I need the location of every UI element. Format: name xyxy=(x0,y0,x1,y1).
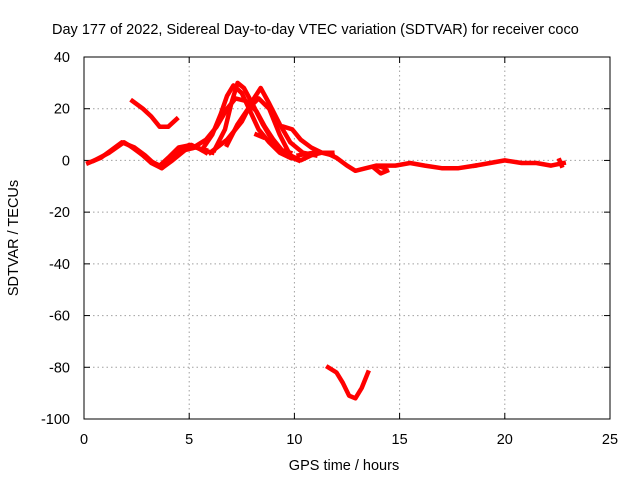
series-arc-15 xyxy=(472,158,567,169)
series-arc-4 xyxy=(129,97,180,130)
chart-title: Day 177 of 2022, Sidereal Day-to-day VTE… xyxy=(52,22,579,38)
series-arc-14 xyxy=(376,160,478,171)
x-tick-label: 10 xyxy=(286,432,302,448)
y-tick-label: 0 xyxy=(62,153,70,169)
y-tick-label: -80 xyxy=(49,360,70,376)
x-tick-labels: 0 5 10 15 20 25 xyxy=(80,432,618,448)
x-tick-label: 25 xyxy=(602,432,618,448)
series-arc-7 xyxy=(211,80,302,164)
grid xyxy=(84,57,610,419)
y-tick-label: -100 xyxy=(41,412,70,428)
y-tick-label: -60 xyxy=(49,309,70,325)
y-tick-labels: -100 -80 -60 -40 -20 0 20 40 xyxy=(41,50,70,428)
series-arc-6 xyxy=(198,83,294,161)
x-tick-label: 5 xyxy=(185,432,193,448)
y-axis-label: SDTVAR / TECUs xyxy=(6,180,22,296)
x-tick-label: 0 xyxy=(80,432,88,448)
series xyxy=(85,80,567,401)
y-tick-label: 40 xyxy=(54,50,70,66)
series-arc-17 xyxy=(325,364,371,401)
y-tick-label: -20 xyxy=(49,205,70,221)
tick-marks xyxy=(83,56,611,420)
x-tick-label: 15 xyxy=(392,432,408,448)
series-arc-16 xyxy=(556,157,565,169)
x-tick-label: 20 xyxy=(497,432,513,448)
y-tick-label: 20 xyxy=(54,102,70,118)
plot-frame xyxy=(83,56,611,420)
x-axis-label: GPS time / hours xyxy=(289,458,399,474)
series-arc-13 xyxy=(371,165,390,176)
y-tick-label: -40 xyxy=(49,257,70,273)
series-arc-10 xyxy=(253,131,266,141)
